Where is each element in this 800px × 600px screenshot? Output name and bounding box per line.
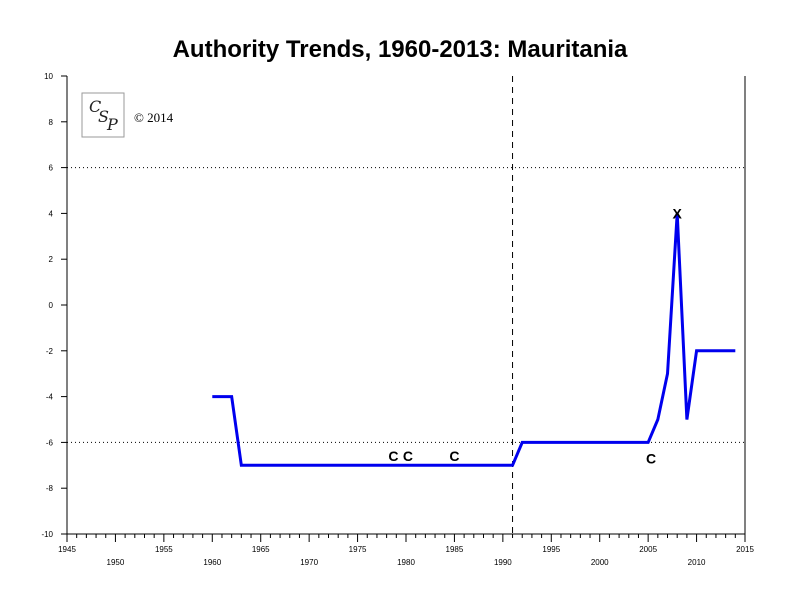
x-tick-label: 1960 (203, 558, 221, 567)
y-tick-label: -2 (46, 347, 54, 356)
x-tick-label: 1980 (397, 558, 415, 567)
x-tick-label: 1985 (446, 545, 464, 554)
x-tick-label: 1975 (349, 545, 367, 554)
x-tick-label: 2015 (736, 545, 754, 554)
y-tick-label: 6 (49, 164, 54, 173)
y-tick-label: 4 (49, 209, 54, 218)
y-tick-label: -4 (46, 393, 54, 402)
marker-x: X (673, 205, 683, 221)
svg-text:S: S (98, 107, 109, 126)
y-tick-label: -8 (46, 484, 54, 493)
marker-layer: C C C CX (388, 205, 682, 466)
svg-text:P: P (106, 115, 118, 134)
x-tick-label: 2005 (639, 545, 657, 554)
y-tick-label: -6 (46, 438, 54, 447)
copyright-notice: © 2014 (134, 110, 174, 125)
axes: -10 -8 -6 -4 -2 0 2 4 6 8 10 1945 1950 1955 1960 1965 19… (41, 72, 754, 567)
y-tick-label: 0 (49, 301, 54, 310)
y-tick-label: -10 (41, 530, 53, 539)
y-tick-label: 8 (49, 118, 54, 127)
marker-c: C (388, 448, 398, 464)
chart-title: Authority Trends, 1960-2013: Mauritania (172, 36, 628, 63)
x-tick-label: 2010 (688, 558, 706, 567)
series-layer (212, 213, 736, 467)
y-tick-label: 10 (44, 72, 53, 81)
marker-c: C (646, 450, 656, 466)
x-tick-label: 1990 (494, 558, 512, 567)
authority-trend-line (212, 213, 736, 467)
y-tick-label: 2 (49, 255, 54, 264)
x-tick-label: 1945 (58, 545, 76, 554)
csp-logo: C S P (81, 92, 125, 138)
x-tick-label: 1965 (252, 545, 270, 554)
x-tick-label: 2000 (591, 558, 609, 567)
x-tick-label: 1970 (300, 558, 318, 567)
x-tick-label: 1950 (107, 558, 125, 567)
x-tick-label: 1995 (542, 545, 560, 554)
marker-c: C (449, 448, 459, 464)
marker-c: C (403, 448, 413, 464)
x-tick-label: 1955 (155, 545, 173, 554)
svg-text:C: C (89, 97, 101, 116)
